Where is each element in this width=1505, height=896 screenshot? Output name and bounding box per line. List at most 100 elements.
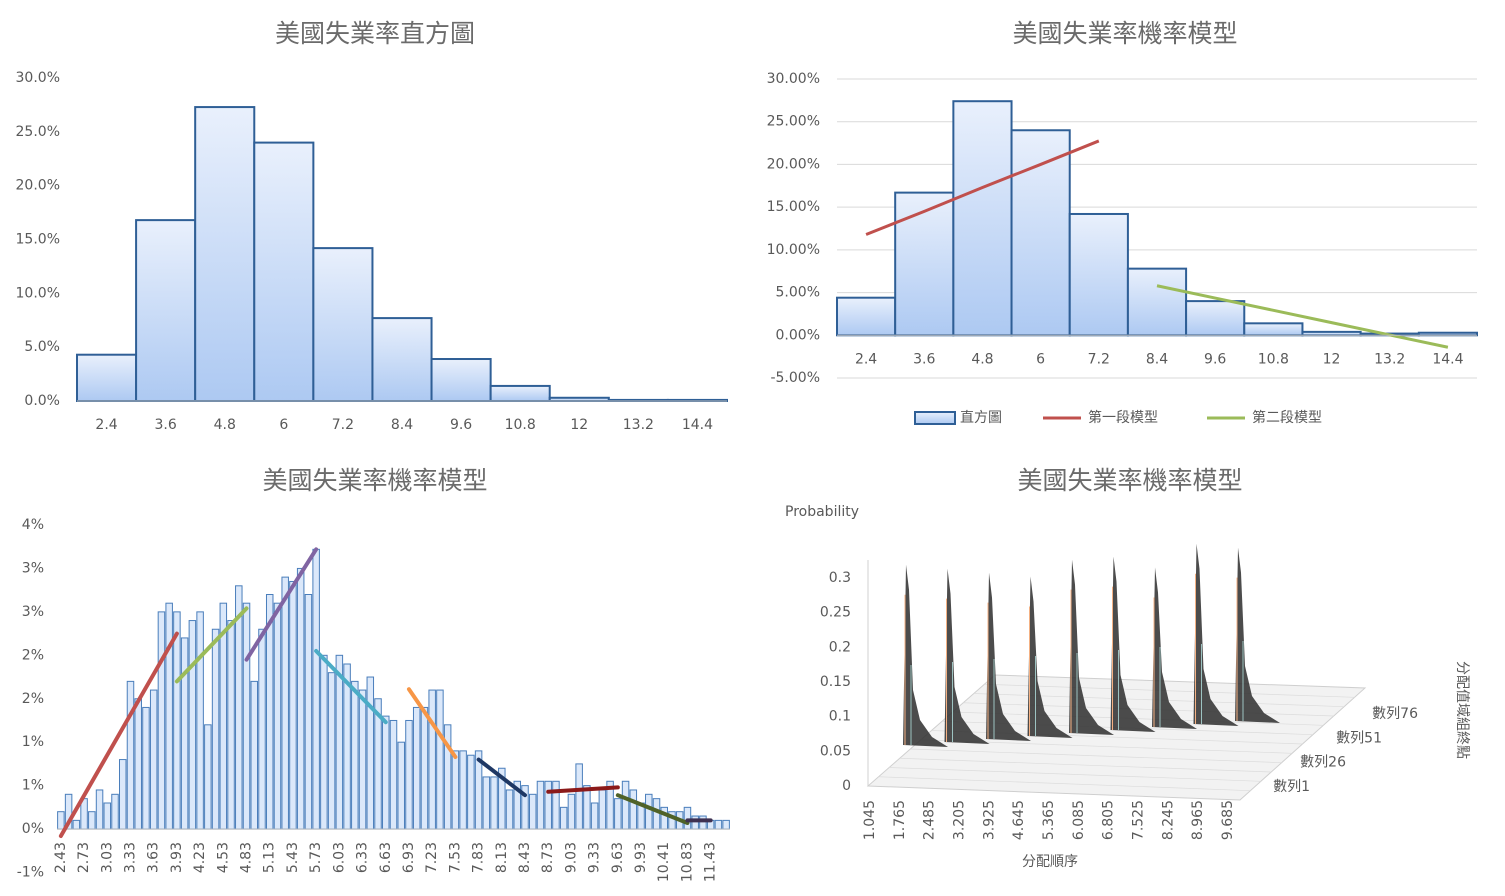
x-tick-label: 4.53 bbox=[215, 842, 231, 873]
x-tick-label: 4.83 bbox=[239, 842, 255, 873]
y-tick-label: 15.0% bbox=[16, 232, 60, 248]
bar bbox=[126, 680, 135, 830]
x-tick-label: 5.73 bbox=[308, 842, 324, 873]
x-tick-label: 2.4 bbox=[855, 351, 877, 367]
bar bbox=[258, 628, 266, 830]
peak bbox=[1069, 559, 1114, 735]
model-segment bbox=[546, 785, 620, 794]
bar bbox=[683, 806, 692, 830]
bar bbox=[528, 793, 537, 830]
bar bbox=[405, 719, 413, 830]
bar bbox=[135, 219, 197, 402]
y-tick-label: 5.00% bbox=[776, 285, 820, 301]
y-tick-label: 0.00% bbox=[776, 327, 820, 343]
bar bbox=[1185, 300, 1246, 337]
x-axis-title: 分配順序 bbox=[1022, 854, 1078, 870]
x-tick-label: 10.8 bbox=[505, 417, 536, 433]
x-tick-label: 9.6 bbox=[450, 417, 472, 433]
chart-title: 美國失業率直方圖 bbox=[275, 19, 475, 48]
bar bbox=[1010, 129, 1071, 337]
bar bbox=[614, 798, 622, 830]
legend-label: 直方圖 bbox=[960, 409, 1002, 426]
bar bbox=[459, 750, 467, 830]
bar bbox=[894, 191, 955, 337]
model-segment bbox=[58, 631, 179, 839]
bar bbox=[320, 654, 328, 830]
model-segment bbox=[314, 648, 388, 725]
bar bbox=[289, 580, 297, 830]
y-tick-label: 15.00% bbox=[767, 199, 820, 215]
bar bbox=[103, 802, 112, 830]
z-tick-label: 0.25 bbox=[820, 605, 851, 621]
x-tick-label: 10.83 bbox=[679, 842, 695, 882]
x-tick-label: 4.645 bbox=[1011, 800, 1027, 840]
bar bbox=[211, 628, 220, 830]
model-line bbox=[865, 139, 1100, 236]
bar bbox=[952, 100, 1013, 337]
x-tick-label: 6.805 bbox=[1101, 800, 1117, 840]
bar bbox=[194, 106, 256, 402]
model-segment bbox=[615, 793, 690, 825]
y-tick-label: 30.00% bbox=[767, 71, 820, 87]
x-tick-label: 6.93 bbox=[401, 842, 417, 873]
floor-line bbox=[952, 711, 1324, 726]
peak bbox=[1152, 567, 1197, 729]
z-axis-title: Probability bbox=[785, 504, 859, 520]
z-tick-label: 0.1 bbox=[829, 709, 851, 725]
x-tick-label: 7.2 bbox=[1088, 351, 1110, 367]
floor-line bbox=[963, 702, 1334, 717]
x-tick-label: 8.43 bbox=[517, 842, 533, 873]
bar bbox=[312, 247, 374, 402]
x-tick-label: 13.2 bbox=[1374, 351, 1405, 367]
bar bbox=[296, 567, 305, 830]
y-tick-label: 20.0% bbox=[16, 178, 60, 194]
z-tick-label: 0.3 bbox=[829, 570, 851, 586]
peak bbox=[1110, 556, 1156, 732]
bar bbox=[583, 785, 591, 830]
bar bbox=[544, 780, 552, 830]
bar bbox=[482, 776, 491, 830]
depth-tick-label: 數列51 bbox=[1336, 730, 1382, 746]
bar bbox=[575, 763, 583, 830]
x-tick-label: 3.925 bbox=[981, 800, 997, 840]
bar bbox=[505, 789, 514, 830]
x-tick-label: 2.485 bbox=[922, 800, 938, 840]
bar bbox=[250, 680, 259, 830]
x-tick-label: 12 bbox=[570, 417, 588, 433]
x-tick-label: 9.93 bbox=[633, 842, 649, 873]
bar bbox=[389, 719, 398, 830]
bar bbox=[1243, 322, 1304, 337]
bar bbox=[142, 706, 150, 830]
peak bbox=[986, 572, 1031, 741]
x-tick-label: 10.41 bbox=[656, 842, 672, 882]
y-tick-label: 4% bbox=[22, 517, 44, 533]
bar bbox=[1068, 212, 1129, 337]
y-tick-label: 1% bbox=[22, 734, 44, 750]
bar bbox=[490, 776, 498, 830]
depth-axis-title: 分配值域組終點 bbox=[1454, 661, 1470, 759]
x-tick-label: 11.43 bbox=[703, 842, 719, 882]
bar bbox=[57, 811, 65, 830]
x-tick-label: 5.13 bbox=[262, 842, 278, 873]
bar bbox=[149, 689, 158, 830]
bar bbox=[235, 585, 243, 830]
y-tick-label: -5.00% bbox=[770, 370, 820, 386]
bar bbox=[629, 789, 638, 830]
bar bbox=[76, 353, 138, 403]
bar bbox=[436, 689, 444, 830]
bar bbox=[836, 296, 897, 337]
chart-title: 美國失業率機率模型 bbox=[1017, 466, 1242, 495]
bar bbox=[95, 789, 104, 830]
x-tick-label: 9.63 bbox=[610, 842, 626, 873]
x-tick-label: 3.33 bbox=[122, 842, 138, 873]
bar bbox=[590, 802, 599, 830]
bar bbox=[281, 576, 289, 830]
bar bbox=[327, 672, 336, 830]
peak bbox=[903, 564, 948, 747]
x-tick-label: 4.23 bbox=[192, 842, 208, 873]
bar bbox=[358, 689, 367, 830]
x-tick-label: 8.4 bbox=[391, 417, 413, 433]
bar bbox=[180, 637, 189, 830]
x-tick-label: 7.2 bbox=[332, 417, 354, 433]
chart-title: 美國失業率機率模型 bbox=[1012, 19, 1237, 48]
